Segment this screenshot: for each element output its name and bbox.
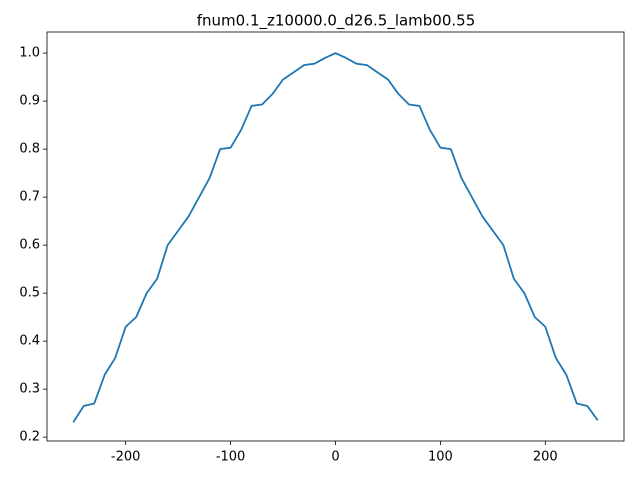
y-tick-label: 1.0 (19, 46, 40, 61)
y-tick-label: 0.7 (19, 190, 40, 205)
y-tick-label: 0.3 (19, 382, 40, 397)
x-tick-label: 100 (428, 450, 453, 465)
y-tick-label: 0.9 (19, 94, 40, 109)
y-tick-label: 0.4 (19, 334, 40, 349)
y-tick-label: 0.6 (19, 238, 40, 253)
chart-title: fnum0.1_z10000.0_d26.5_lamb00.55 (197, 12, 476, 31)
x-tick-label: 200 (533, 450, 558, 465)
y-tick-label: 0.5 (19, 286, 40, 301)
x-tick-label: 0 (331, 450, 339, 465)
x-tick-label: -100 (216, 450, 246, 465)
y-tick-label: 0.2 (19, 430, 40, 445)
line-series (72, 52, 599, 423)
x-tick-label: -200 (111, 450, 141, 465)
y-tick-label: 0.8 (19, 142, 40, 157)
